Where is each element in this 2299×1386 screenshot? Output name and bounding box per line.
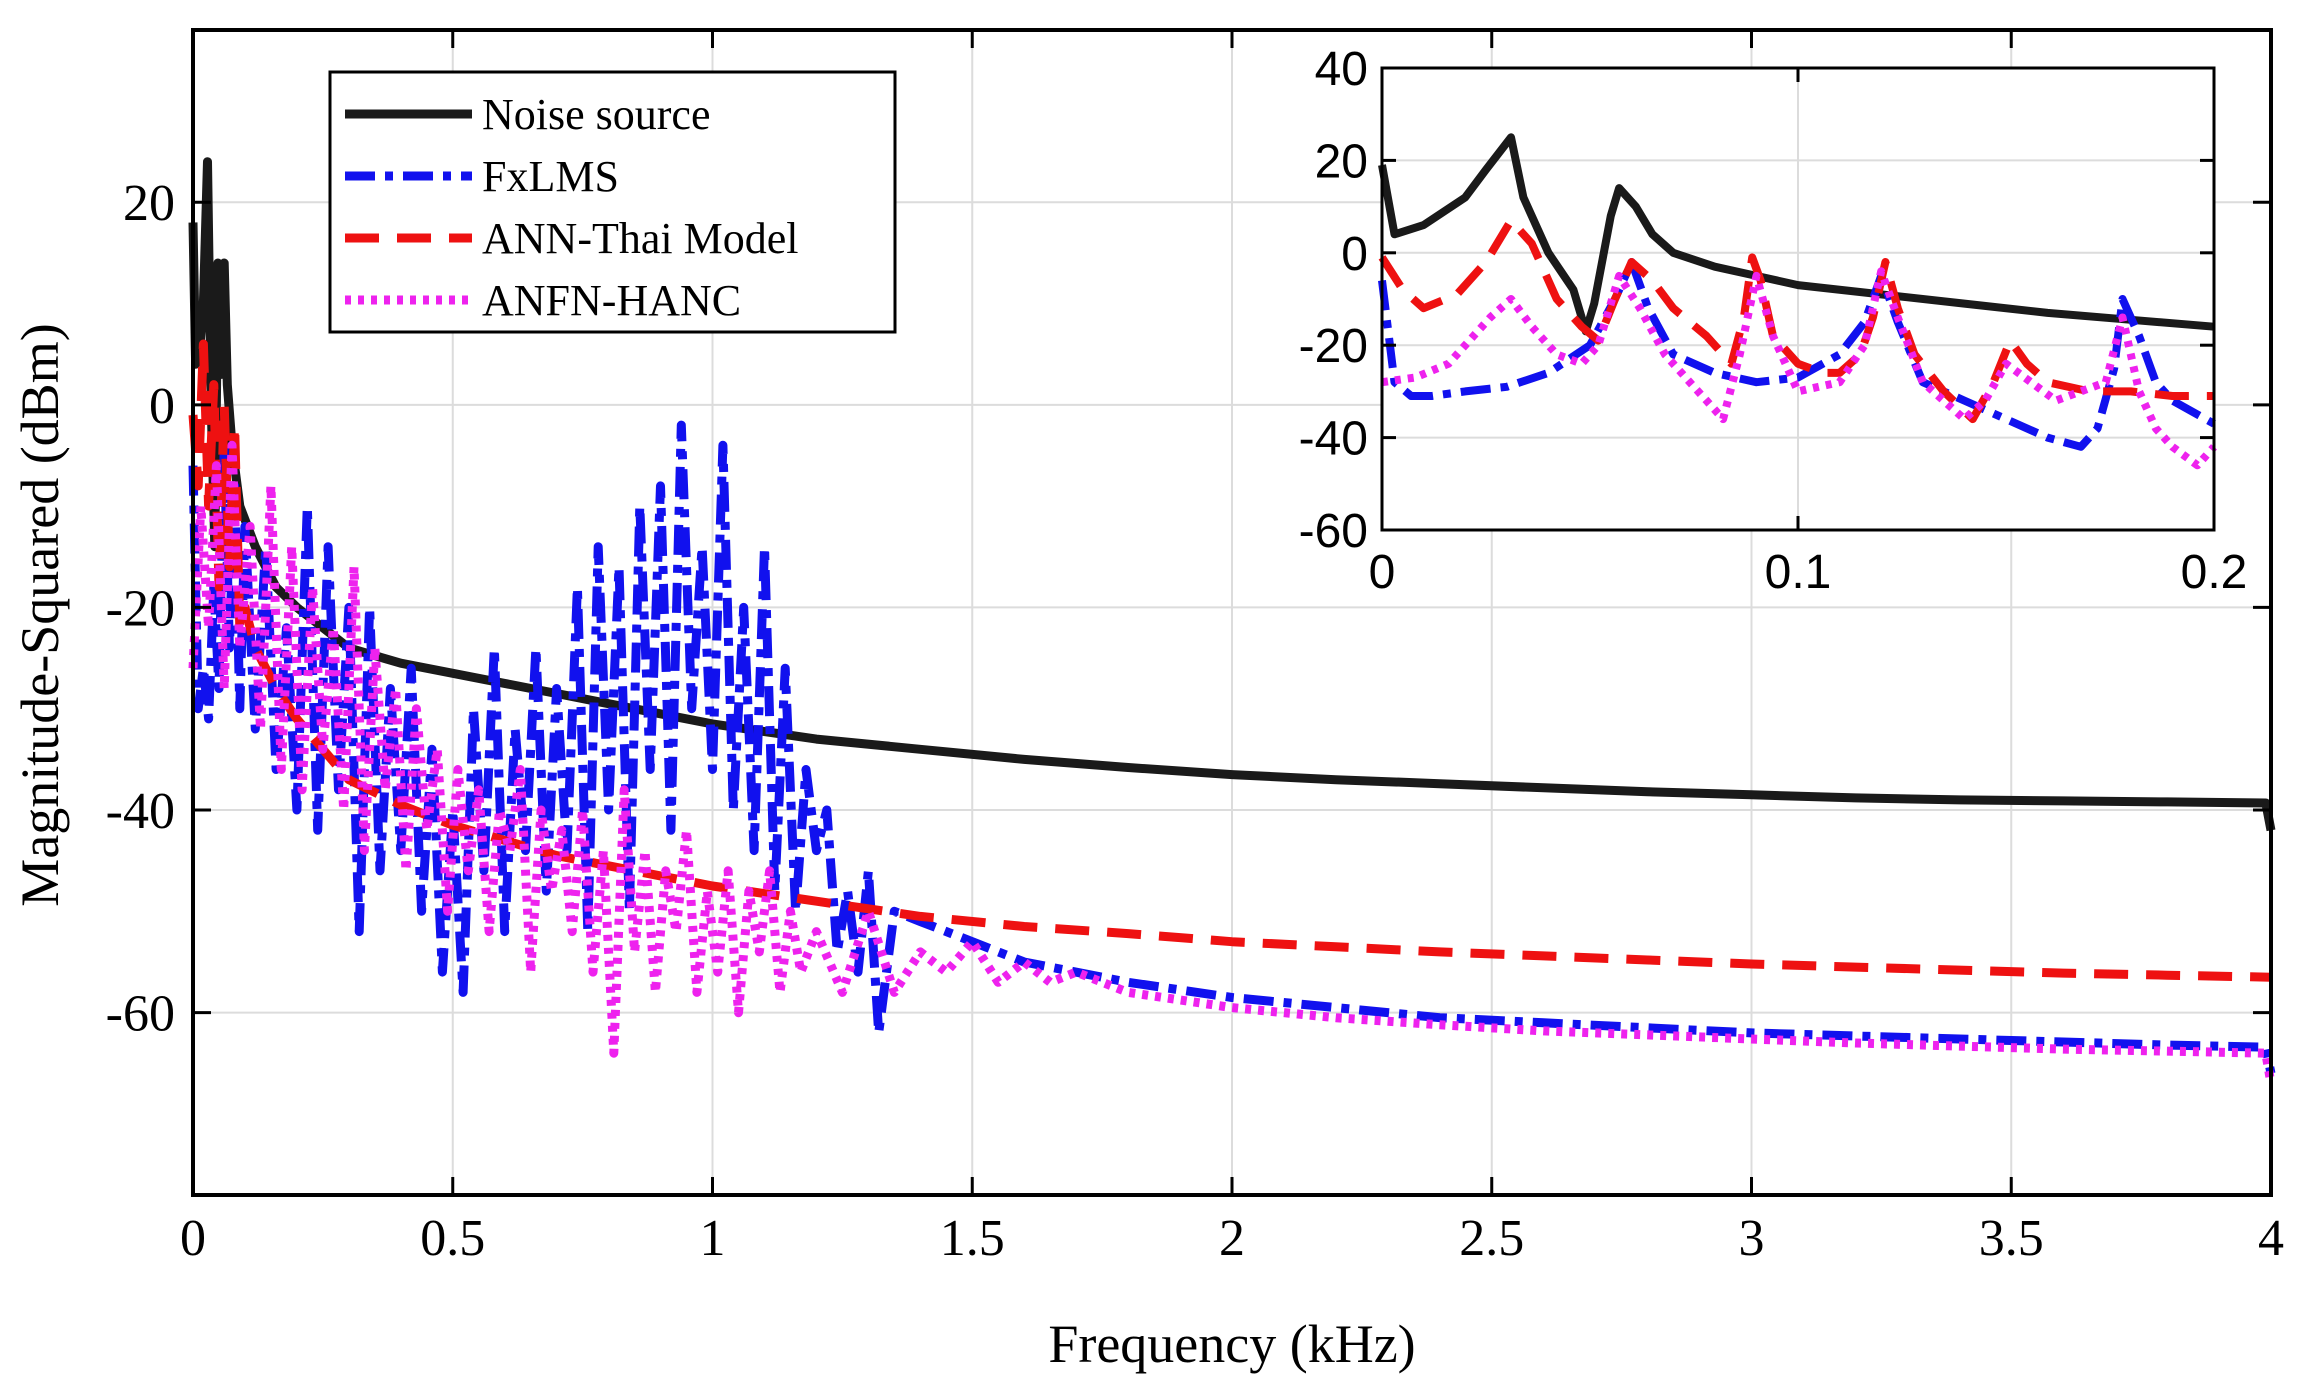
x-tick-label: 0.2 xyxy=(2181,546,2248,599)
x-tick-label: 0.5 xyxy=(420,1210,485,1267)
y-tick-label: -60 xyxy=(106,986,175,1043)
x-tick-label: 1 xyxy=(700,1210,726,1267)
x-tick-label: 0 xyxy=(1369,546,1396,599)
y-tick-label: -40 xyxy=(106,783,175,840)
legend-label-fxlms: FxLMS xyxy=(482,152,619,201)
y-tick-label: 20 xyxy=(1315,135,1368,188)
legend-label-ann-thai-model: ANN-Thai Model xyxy=(482,214,799,263)
x-tick-label: 0.1 xyxy=(1765,546,1832,599)
y-tick-label: -40 xyxy=(1299,413,1368,466)
inset-series xyxy=(1378,133,2217,470)
y-tick-label: -20 xyxy=(106,580,175,637)
series-line-fxlms xyxy=(188,420,2276,1075)
y-axis-label: Magnitude-Squared (dBm) xyxy=(10,323,70,906)
y-tick-label: 0 xyxy=(1341,228,1368,281)
y-tick-label: 0 xyxy=(149,378,175,435)
legend: Noise source FxLMS ANN-Thai Model ANFN-H… xyxy=(328,70,897,334)
x-tick-label: 3 xyxy=(1739,1210,1765,1267)
legend-label-noise-source: Noise source xyxy=(482,90,711,139)
series-line-ann-thai-model xyxy=(1378,216,2214,424)
x-tick-label: 1.5 xyxy=(940,1210,1005,1267)
y-tick-label: 40 xyxy=(1315,43,1368,96)
series-line-anfn-hanc xyxy=(188,440,2276,1085)
x-tick-label: 0 xyxy=(180,1210,206,1267)
inset-plot: 0 0.1 0.2 -60 -40 -20 0 20 40 xyxy=(1299,43,2248,599)
x-axis-label: Frequency (kHz) xyxy=(1048,1314,1415,1374)
series-line-fxlms xyxy=(1378,258,2216,451)
x-tick-label: 2.5 xyxy=(1459,1210,1524,1267)
main-ticks: 0 0.5 1 1.5 2 2.5 3 3.5 4 -60 -40 -20 0 20 xyxy=(106,30,2284,1267)
y-tick-label: -20 xyxy=(1299,320,1368,373)
x-tick-label: 3.5 xyxy=(1979,1210,2044,1267)
y-tick-label: -60 xyxy=(1299,505,1368,558)
main-series xyxy=(188,157,2276,1085)
x-tick-label: 4 xyxy=(2258,1210,2284,1267)
y-tick-label: 20 xyxy=(123,175,175,232)
x-tick-label: 2 xyxy=(1219,1210,1245,1267)
inset-ticks: 0 0.1 0.2 -60 -40 -20 0 20 40 xyxy=(1299,43,2248,599)
legend-label-anfn-hanc: ANFN-HANC xyxy=(482,276,741,325)
series-line-anfn-hanc xyxy=(1381,267,2217,470)
